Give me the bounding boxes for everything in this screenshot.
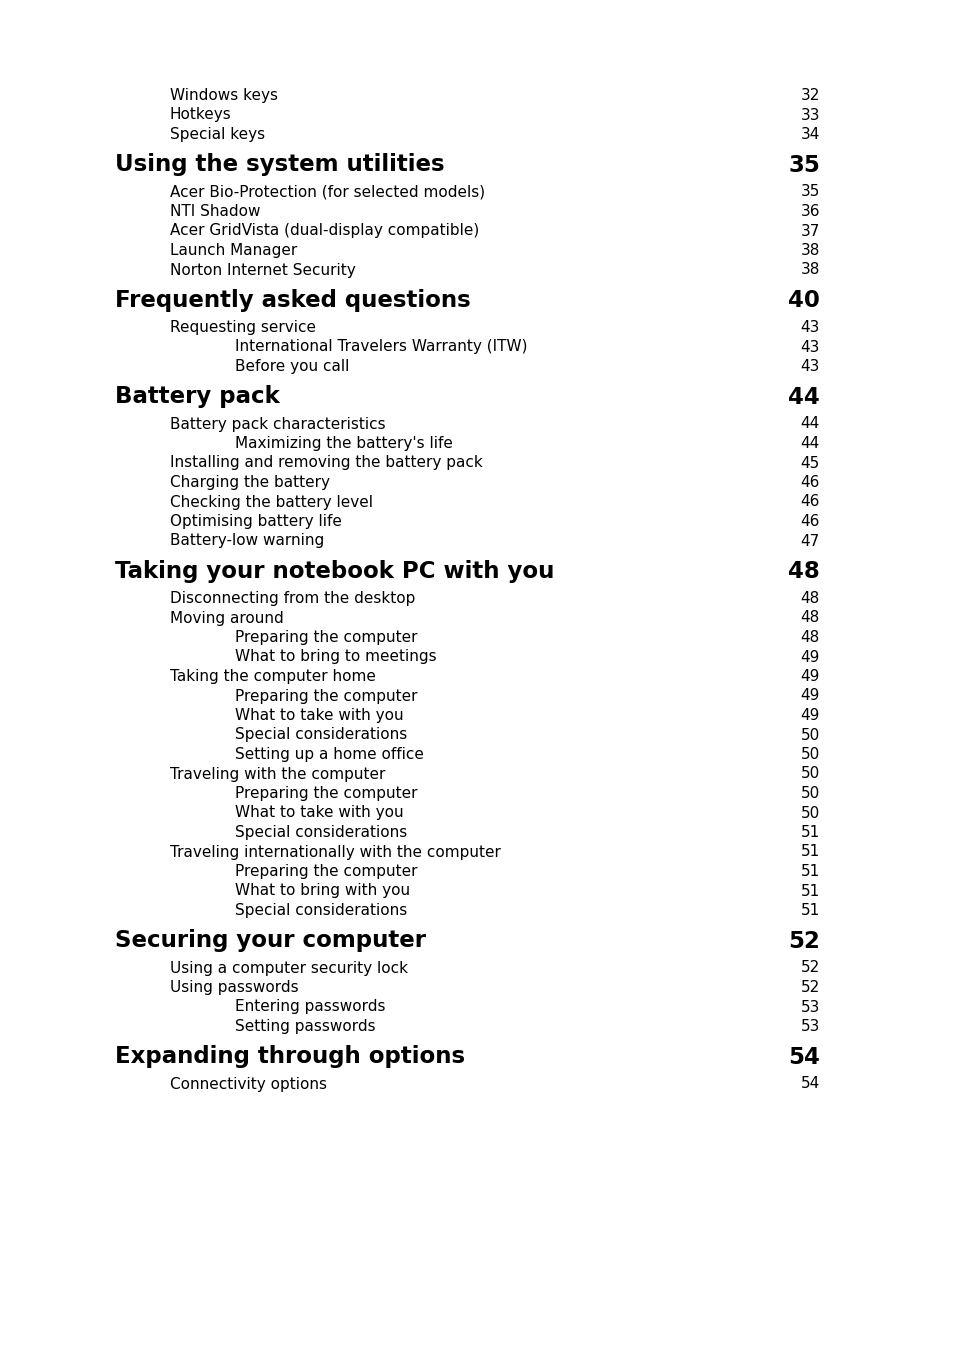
Text: 49: 49 [800,708,820,723]
Text: Special keys: Special keys [170,127,265,142]
Text: 50: 50 [800,805,820,820]
Text: 52: 52 [800,961,820,976]
Text: International Travelers Warranty (ITW): International Travelers Warranty (ITW) [234,340,527,355]
Text: Setting up a home office: Setting up a home office [234,747,423,763]
Text: 53: 53 [800,999,820,1014]
Text: 36: 36 [800,204,820,219]
Text: 43: 43 [800,320,820,335]
Text: Traveling internationally with the computer: Traveling internationally with the compu… [170,845,500,860]
Text: 51: 51 [800,826,820,841]
Text: 37: 37 [800,223,820,238]
Text: 53: 53 [800,1019,820,1034]
Text: 46: 46 [800,475,820,490]
Text: 51: 51 [800,904,820,919]
Text: Special considerations: Special considerations [234,727,407,742]
Text: Disconnecting from the desktop: Disconnecting from the desktop [170,591,415,606]
Text: Acer GridVista (dual-display compatible): Acer GridVista (dual-display compatible) [170,223,478,238]
Text: Acer Bio-Protection (for selected models): Acer Bio-Protection (for selected models… [170,185,485,200]
Text: Moving around: Moving around [170,611,283,626]
Text: 44: 44 [787,386,820,408]
Text: 43: 43 [800,340,820,355]
Text: Special considerations: Special considerations [234,904,407,919]
Text: Installing and removing the battery pack: Installing and removing the battery pack [170,456,482,471]
Text: What to bring to meetings: What to bring to meetings [234,649,436,664]
Text: Before you call: Before you call [234,359,349,374]
Text: 48: 48 [800,611,820,626]
Text: 52: 52 [787,930,820,953]
Text: Preparing the computer: Preparing the computer [234,689,417,704]
Text: 46: 46 [800,494,820,509]
Text: 49: 49 [800,689,820,704]
Text: 54: 54 [800,1076,820,1091]
Text: 46: 46 [800,513,820,528]
Text: NTI Shadow: NTI Shadow [170,204,260,219]
Text: Securing your computer: Securing your computer [115,930,426,953]
Text: 48: 48 [800,630,820,645]
Text: Preparing the computer: Preparing the computer [234,786,417,801]
Text: Maximizing the battery's life: Maximizing the battery's life [234,435,453,450]
Text: Entering passwords: Entering passwords [234,999,385,1014]
Text: Connectivity options: Connectivity options [170,1076,327,1091]
Text: Windows keys: Windows keys [170,88,277,103]
Text: Preparing the computer: Preparing the computer [234,864,417,879]
Text: 43: 43 [800,359,820,374]
Text: Launch Manager: Launch Manager [170,244,297,257]
Text: 50: 50 [800,767,820,782]
Text: What to take with you: What to take with you [234,805,403,820]
Text: 45: 45 [800,456,820,471]
Text: Expanding through options: Expanding through options [115,1046,465,1068]
Text: 32: 32 [800,88,820,103]
Text: 54: 54 [787,1046,820,1068]
Text: 35: 35 [787,153,820,177]
Text: Requesting service: Requesting service [170,320,315,335]
Text: Taking your notebook PC with you: Taking your notebook PC with you [115,560,554,583]
Text: Optimising battery life: Optimising battery life [170,513,341,528]
Text: Using the system utilities: Using the system utilities [115,153,444,177]
Text: Taking the computer home: Taking the computer home [170,669,375,684]
Text: 50: 50 [800,727,820,742]
Text: Preparing the computer: Preparing the computer [234,630,417,645]
Text: 38: 38 [800,244,820,257]
Text: Checking the battery level: Checking the battery level [170,494,373,509]
Text: 51: 51 [800,864,820,879]
Text: 44: 44 [800,416,820,431]
Text: Using a computer security lock: Using a computer security lock [170,961,408,976]
Text: 40: 40 [787,289,820,312]
Text: What to bring with you: What to bring with you [234,883,410,898]
Text: 33: 33 [800,108,820,122]
Text: Traveling with the computer: Traveling with the computer [170,767,385,782]
Text: 44: 44 [800,435,820,450]
Text: 51: 51 [800,845,820,860]
Text: Using passwords: Using passwords [170,980,298,995]
Text: Battery pack: Battery pack [115,386,279,408]
Text: 52: 52 [800,980,820,995]
Text: 47: 47 [800,534,820,549]
Text: 50: 50 [800,747,820,763]
Text: Special considerations: Special considerations [234,826,407,841]
Text: 51: 51 [800,883,820,898]
Text: Charging the battery: Charging the battery [170,475,330,490]
Text: Norton Internet Security: Norton Internet Security [170,263,355,278]
Text: Battery pack characteristics: Battery pack characteristics [170,416,385,431]
Text: 48: 48 [800,591,820,606]
Text: Setting passwords: Setting passwords [234,1019,375,1034]
Text: 38: 38 [800,263,820,278]
Text: Hotkeys: Hotkeys [170,108,232,122]
Text: 34: 34 [800,127,820,142]
Text: Battery-low warning: Battery-low warning [170,534,324,549]
Text: 50: 50 [800,786,820,801]
Text: 35: 35 [800,185,820,200]
Text: What to take with you: What to take with you [234,708,403,723]
Text: 49: 49 [800,669,820,684]
Text: 49: 49 [800,649,820,664]
Text: 48: 48 [787,560,820,583]
Text: Frequently asked questions: Frequently asked questions [115,289,470,312]
